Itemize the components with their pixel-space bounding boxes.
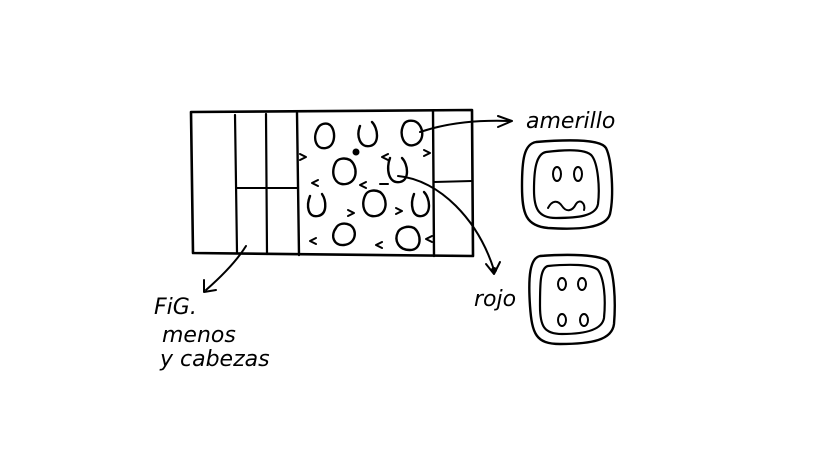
head-shape: [306, 192, 327, 218]
chevron-left-icon: [359, 181, 367, 189]
head-shape: [410, 190, 431, 218]
amarillo-head-icon: [520, 139, 614, 230]
caption-line-2: menos: [162, 323, 236, 348]
head-shape: [400, 119, 424, 147]
chevron-right-icon: [299, 153, 307, 161]
label-rojo: rojo: [474, 287, 516, 312]
head-shape: [357, 120, 379, 148]
head-shape: [314, 122, 336, 150]
chevron-left-icon: [309, 237, 317, 245]
rojo-head-icon: [528, 253, 616, 346]
label-amarillo: amerillo: [526, 109, 615, 134]
chevron-marks: [299, 149, 433, 249]
arrow-caption: [203, 245, 247, 293]
head-shape: [362, 189, 387, 218]
arrow-rojo: [397, 175, 501, 275]
chevron-left-icon: [311, 179, 319, 187]
caption-line-3: y cabezas: [159, 347, 270, 372]
head-shape: [332, 157, 357, 186]
chevron-left-icon: [381, 153, 389, 161]
chevron-left-icon: [375, 241, 383, 249]
head-shape: [332, 222, 356, 247]
head-shape: [395, 225, 421, 252]
chevron-right-icon: [423, 149, 431, 157]
head-shape: [386, 156, 409, 184]
chevron-right-icon: [395, 207, 403, 215]
heads-group: [306, 119, 431, 252]
dot-marker: [352, 148, 360, 156]
main-panel: [189, 108, 475, 258]
chevron-left-icon: [425, 235, 433, 243]
chevron-right-icon: [347, 209, 355, 217]
arrow-amarillo: [419, 115, 513, 133]
caption-line-1: FiG.: [154, 295, 197, 320]
